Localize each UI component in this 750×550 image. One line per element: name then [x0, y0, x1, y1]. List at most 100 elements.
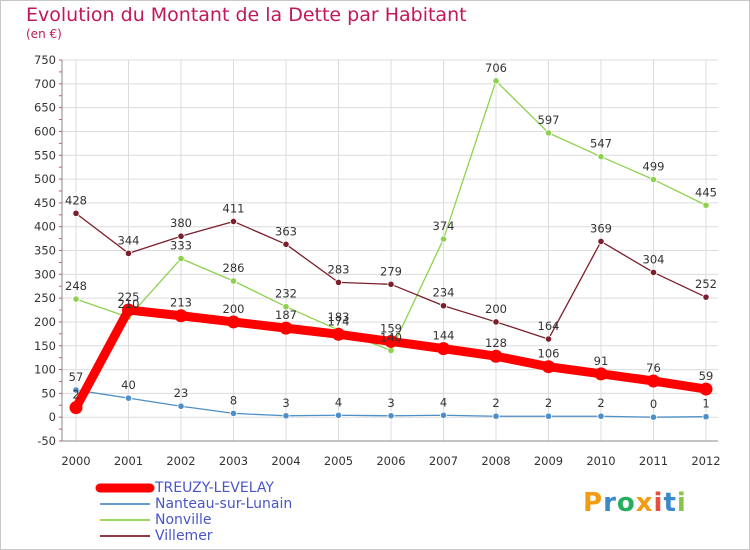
data-point — [229, 217, 238, 226]
data-label: 248 — [65, 279, 87, 293]
data-point — [542, 360, 555, 374]
y-tick-label: 700 — [34, 77, 56, 91]
data-point — [229, 277, 238, 285]
data-label: 232 — [275, 287, 297, 301]
data-point — [227, 315, 240, 329]
data-label: 411 — [223, 201, 245, 215]
data-label: 91 — [594, 354, 609, 368]
data-point — [702, 201, 710, 209]
data-label: 234 — [433, 286, 455, 300]
data-label: 279 — [380, 264, 402, 278]
data-point — [492, 412, 500, 420]
data-label: 369 — [590, 221, 612, 235]
data-label: 8 — [230, 393, 237, 407]
data-point — [282, 303, 290, 311]
data-point — [699, 382, 713, 396]
data-label: 428 — [65, 193, 87, 207]
data-point — [282, 240, 290, 248]
x-tick-label: 2004 — [271, 454, 300, 468]
data-label: 286 — [223, 261, 245, 275]
data-label: 23 — [174, 386, 189, 400]
data-point — [124, 394, 133, 402]
x-tick-label: 2012 — [691, 454, 720, 468]
data-point — [439, 235, 448, 243]
y-tick-label: 100 — [34, 363, 56, 377]
data-point — [177, 254, 185, 263]
data-point — [597, 412, 605, 420]
data-label: 445 — [695, 185, 717, 199]
data-point — [594, 367, 608, 381]
data-point — [387, 346, 395, 355]
data-label: 2 — [597, 396, 604, 410]
y-tick-label: 600 — [34, 124, 56, 138]
y-tick-label: 500 — [34, 172, 56, 186]
data-point — [72, 209, 80, 217]
y-tick-label: 650 — [34, 101, 56, 115]
data-point — [437, 342, 450, 356]
logo-letter: o — [616, 488, 636, 518]
data-point — [702, 413, 710, 421]
data-point — [72, 386, 80, 394]
y-tick-label: 50 — [41, 386, 56, 400]
data-label: 210 — [118, 297, 140, 311]
data-point — [492, 318, 500, 326]
data-point — [649, 413, 658, 421]
data-label: 76 — [646, 361, 661, 375]
x-tick-label: 2009 — [534, 454, 563, 468]
legend-label-0: TREUZY-LEVELAY — [154, 480, 274, 496]
logo-letter: P — [583, 488, 604, 518]
y-tick-label: 0 — [49, 410, 56, 424]
data-point — [384, 334, 398, 348]
data-label: 187 — [275, 308, 297, 322]
data-point — [174, 309, 188, 323]
data-point — [279, 321, 293, 335]
x-tick-label: 2001 — [114, 454, 143, 468]
proxiti-logo: Proxiti — [583, 488, 687, 518]
x-tick-label: 2011 — [639, 454, 668, 468]
data-label: 374 — [433, 219, 455, 233]
logo-letter: r — [603, 488, 617, 518]
data-label: 283 — [328, 262, 350, 276]
y-tick-label: 750 — [34, 53, 56, 67]
data-label: 2 — [72, 388, 79, 402]
x-tick-label: 2003 — [219, 454, 248, 468]
data-label: 159 — [380, 321, 402, 335]
data-label: 4 — [440, 395, 447, 409]
data-point — [439, 302, 448, 310]
data-point — [544, 412, 553, 420]
data-label: 0 — [650, 397, 657, 411]
x-tick-label: 2000 — [61, 454, 90, 468]
x-tick-label: 2006 — [376, 454, 405, 468]
data-point — [544, 335, 553, 343]
data-point — [177, 402, 185, 410]
x-tick-label: 2005 — [324, 454, 353, 468]
data-point — [597, 153, 605, 161]
x-tick-label: 2002 — [166, 454, 195, 468]
data-label: 380 — [170, 216, 192, 230]
data-label: 344 — [118, 233, 140, 247]
y-tick-label: 350 — [34, 244, 56, 258]
data-label: 57 — [69, 370, 84, 384]
legend-label-2: Nonville — [155, 512, 211, 528]
x-tick-label: 2007 — [429, 454, 458, 468]
data-label: 128 — [485, 336, 507, 350]
data-point — [387, 412, 395, 420]
data-label: 213 — [170, 296, 192, 310]
data-label: 3 — [387, 396, 394, 410]
data-point — [124, 249, 133, 257]
data-label: 547 — [590, 137, 612, 151]
data-label: 40 — [121, 378, 136, 392]
data-label: 1 — [702, 397, 709, 411]
y-tick-label: 200 — [34, 315, 56, 329]
x-tick-label: 2008 — [481, 454, 510, 468]
data-label: 363 — [275, 224, 297, 238]
y-tick-label: 450 — [34, 196, 56, 210]
data-point — [647, 374, 660, 388]
data-label: 140 — [380, 331, 402, 345]
data-label: 59 — [699, 369, 714, 383]
data-label: 499 — [643, 160, 665, 174]
data-label: 200 — [485, 302, 507, 316]
y-tick-label: 150 — [34, 339, 56, 353]
data-label: 304 — [643, 252, 665, 266]
data-label: 4 — [335, 395, 342, 409]
